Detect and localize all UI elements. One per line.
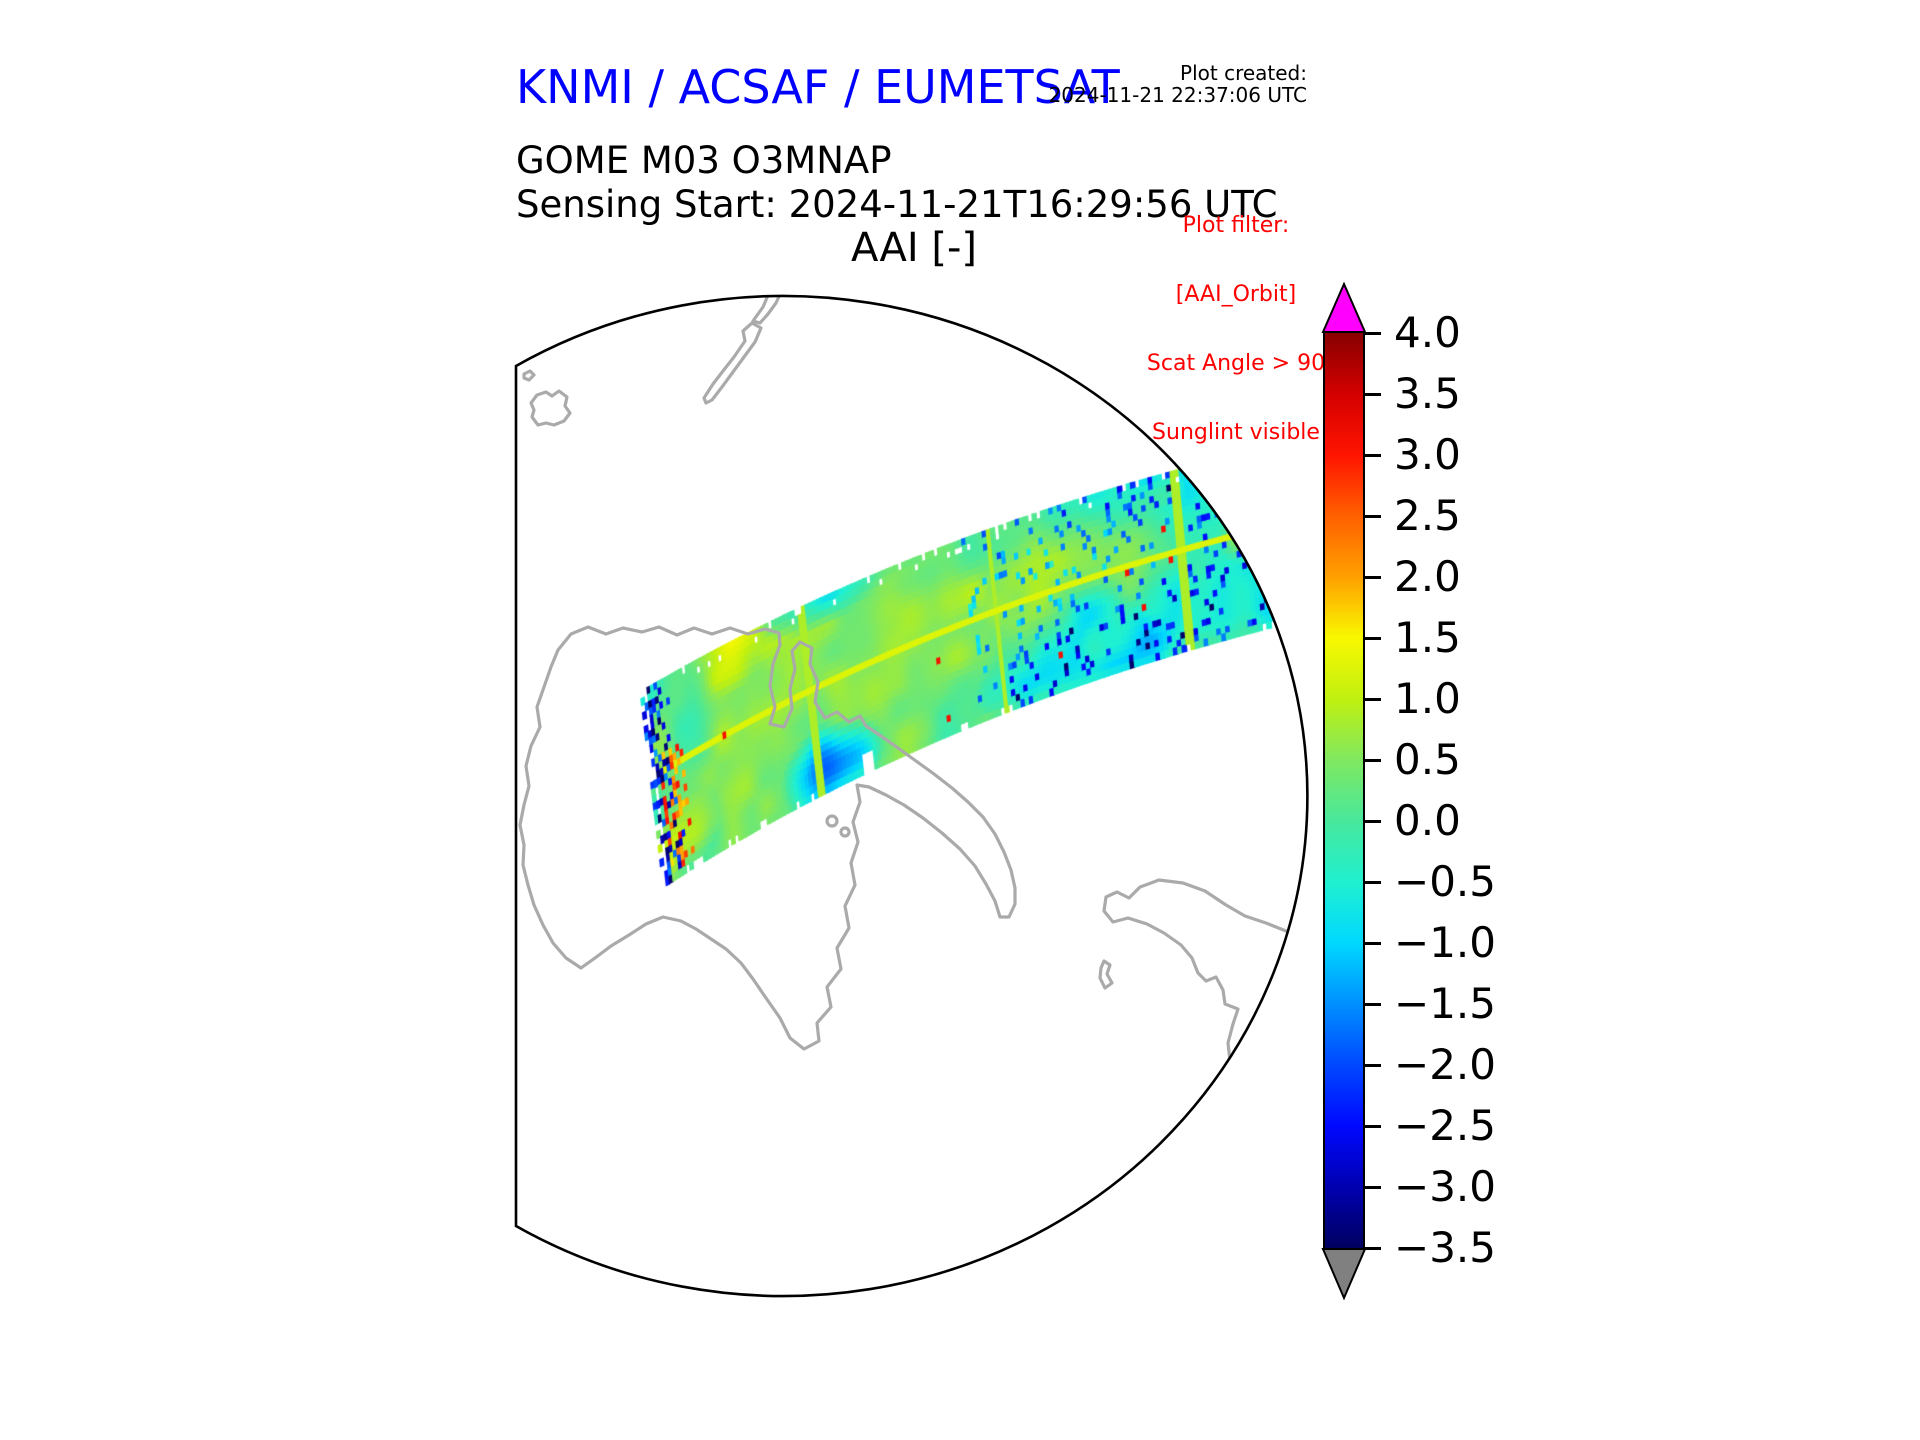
colorbar-gradient xyxy=(1323,331,1365,1250)
colorbar-tick-label: −0.5 xyxy=(1394,857,1496,906)
colorbar-tick xyxy=(1364,880,1381,884)
colorbar-tick-label: 1.0 xyxy=(1394,674,1461,723)
colorbar-tick-label: 0.0 xyxy=(1394,796,1461,845)
colorbar-tick xyxy=(1364,941,1381,945)
colorbar-tick-label: 4.0 xyxy=(1394,308,1461,357)
colorbar-tick xyxy=(1364,575,1381,579)
colorbar-tick-label: −1.0 xyxy=(1394,918,1496,967)
colorbar-tick xyxy=(1364,392,1381,396)
colorbar-tick-label: −1.5 xyxy=(1394,979,1496,1028)
colorbar-tick xyxy=(1364,636,1381,640)
colorbar-tick-label: 1.5 xyxy=(1394,613,1461,662)
colorbar-tick-label: −2.5 xyxy=(1394,1101,1496,1150)
colorbar-tick-label: 2.5 xyxy=(1394,491,1461,540)
colorbar-tick xyxy=(1364,453,1381,457)
colorbar-tick xyxy=(1364,758,1381,762)
colorbar-tick-label: −3.0 xyxy=(1394,1162,1496,1211)
colorbar-tick xyxy=(1364,697,1381,701)
colorbar-tick xyxy=(1364,1246,1381,1250)
colorbar-tick-label: −2.0 xyxy=(1394,1040,1496,1089)
colorbar-tick xyxy=(1364,1063,1381,1067)
colorbar-tick-label: 0.5 xyxy=(1394,735,1461,784)
colorbar-tick xyxy=(1364,1124,1381,1128)
colorbar-tick-label: −3.5 xyxy=(1394,1223,1496,1272)
colorbar-tick xyxy=(1364,819,1381,823)
colorbar-tick xyxy=(1364,514,1381,518)
colorbar-tick-label: 3.5 xyxy=(1394,369,1461,418)
colorbar-tick-label: 2.0 xyxy=(1394,552,1461,601)
colorbar-tick-label: 3.0 xyxy=(1394,430,1461,479)
colorbar-tick xyxy=(1364,331,1381,335)
colorbar-tick xyxy=(1364,1185,1381,1189)
colorbar-tick xyxy=(1364,1002,1381,1006)
